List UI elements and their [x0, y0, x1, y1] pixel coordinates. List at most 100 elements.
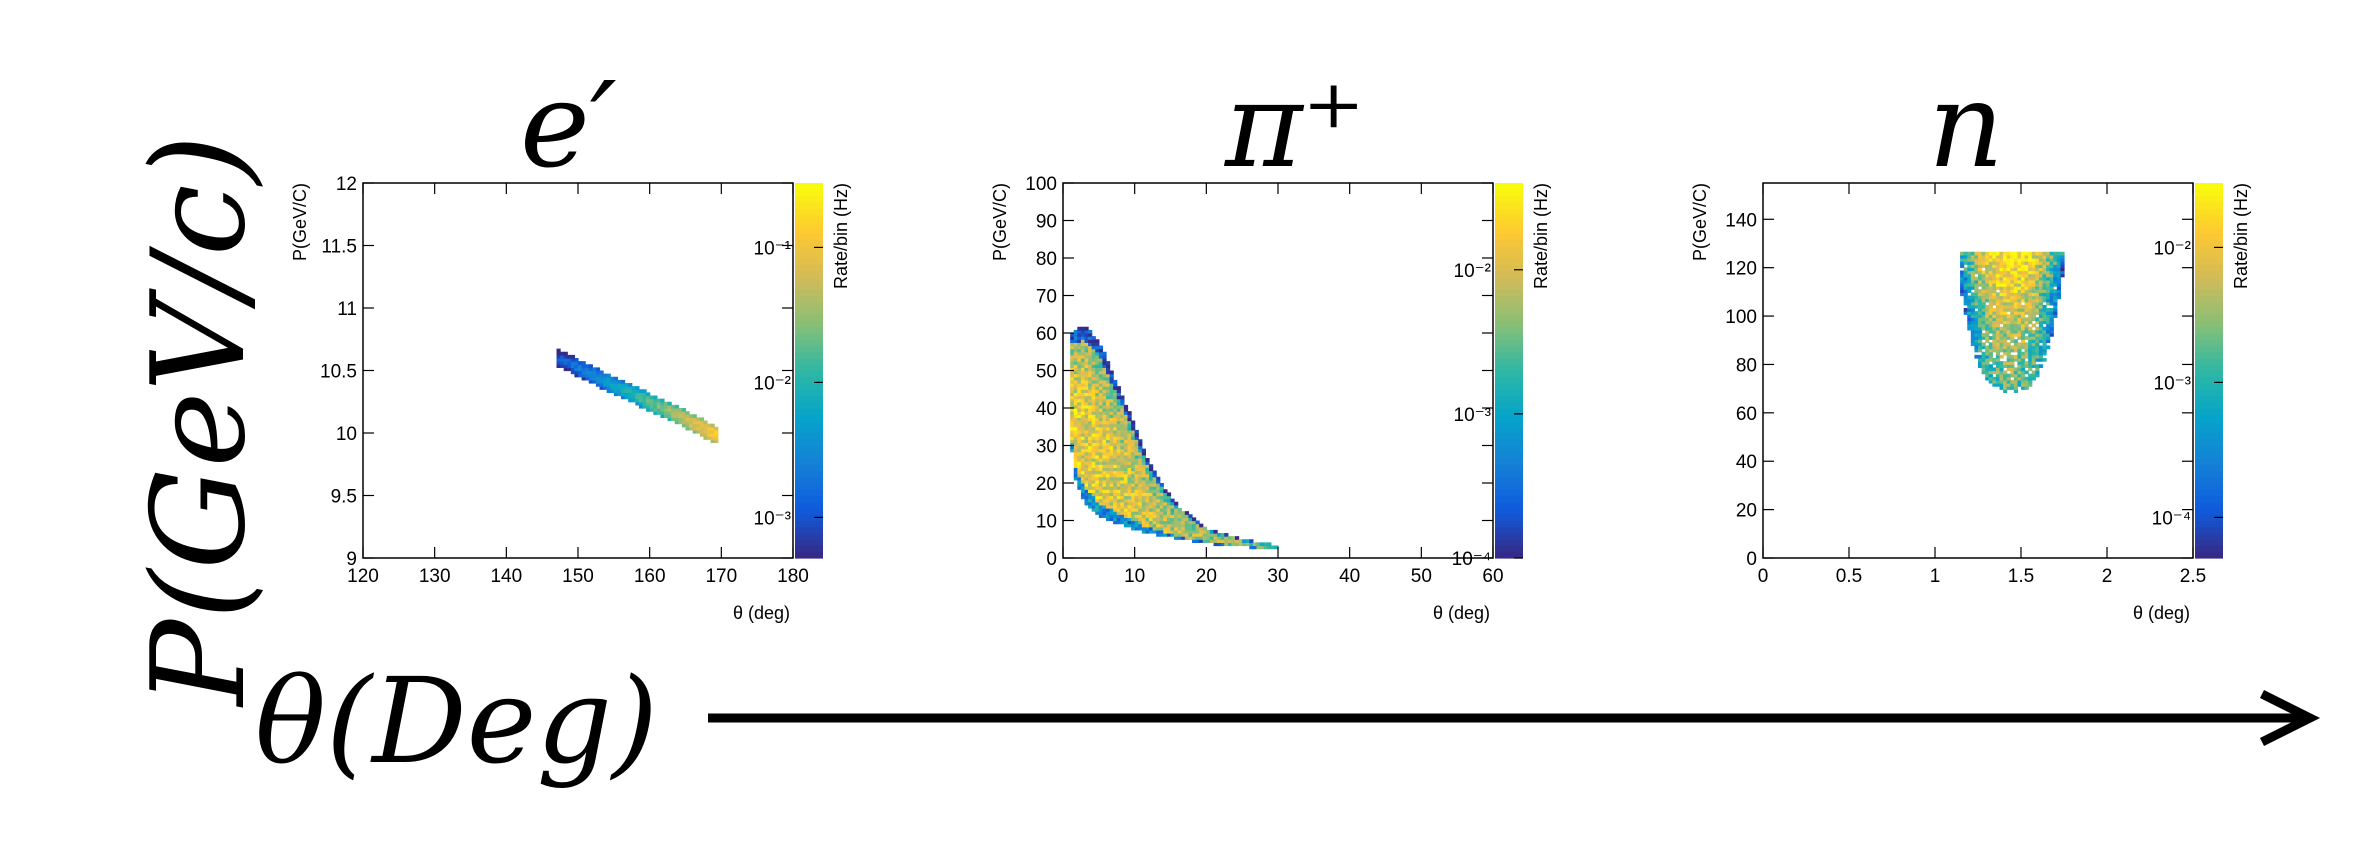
heatmap-cell [1156, 529, 1161, 534]
heatmap-cell [1070, 442, 1075, 447]
heatmap-cell [1213, 533, 1218, 537]
heatmap-cell [1106, 373, 1111, 378]
heatmap-cell [1981, 345, 1986, 350]
heatmap-cell [1138, 486, 1143, 490]
heatmap-cell [1120, 439, 1125, 443]
heatmap-cell [1163, 511, 1168, 515]
heatmap-cell [1077, 467, 1082, 472]
heatmap-cell [1127, 479, 1132, 484]
heatmap-cell [2028, 358, 2033, 362]
heatmap-cell [1106, 386, 1111, 390]
heatmap-cell [1102, 429, 1107, 434]
heatmap-cell [1123, 467, 1129, 472]
heatmap-cell [1127, 495, 1132, 500]
heatmap-cell [2038, 339, 2044, 343]
heatmap-cell [1195, 529, 1200, 534]
heatmap-cell [1102, 511, 1107, 515]
heatmap-cell [1084, 345, 1089, 350]
heatmap-cell [1985, 311, 1990, 315]
heatmap-cell [1195, 536, 1200, 540]
heatmap-cell [2031, 273, 2036, 278]
x-tick-label: 170 [705, 566, 737, 587]
heatmap-cell [1978, 254, 1983, 259]
heatmap-cell [2053, 251, 2058, 256]
heatmap-cell [1098, 401, 1104, 406]
heatmap-cell [1992, 301, 1997, 306]
heatmap-cell [1131, 514, 1136, 518]
heatmap-cell [2024, 295, 2029, 300]
color-bar-segment [795, 251, 823, 259]
heatmap-cell [1123, 523, 1129, 528]
heatmap-cell [1070, 348, 1075, 353]
heatmap-cell [1116, 492, 1121, 497]
y-tick-label: 70 [1036, 287, 1057, 308]
heatmap-cell [1102, 489, 1107, 493]
heatmap-cell [1134, 479, 1139, 484]
heatmap-cell [2031, 283, 2036, 287]
heatmap-cell [1123, 445, 1129, 450]
color-bar-segment [795, 370, 823, 378]
heatmap-cell [556, 351, 561, 356]
heatmap-cell [1981, 289, 1986, 293]
heatmap-cell [2049, 258, 2054, 262]
heatmap-cell [1992, 320, 1997, 325]
heatmap-cell [1981, 364, 1986, 368]
heatmap-cell [1109, 476, 1114, 481]
heatmap-cell [1127, 420, 1132, 425]
heatmap-cell [1981, 258, 1986, 262]
heatmap-cell [1174, 533, 1179, 537]
y-tick-label: 50 [1036, 362, 1057, 383]
heatmap-cell [1992, 358, 1997, 362]
heatmap-cell [2010, 379, 2015, 384]
heatmap-cell [2006, 376, 2011, 381]
heatmap-cell [1102, 451, 1107, 456]
heatmap-cell [1102, 473, 1107, 478]
heatmap-cell [1134, 517, 1139, 522]
heatmap-cell [1209, 529, 1215, 534]
heatmap-cell [1195, 539, 1200, 543]
heatmap-cell [1102, 351, 1107, 356]
heatmap-cell [1109, 420, 1114, 425]
heatmap-cell [1070, 361, 1075, 365]
heatmap-cell [1152, 501, 1157, 506]
heatmap-cell [1149, 470, 1154, 475]
heatmap-cell [1220, 533, 1225, 537]
heatmap-cell [1985, 308, 1990, 312]
heatmap-cell [1091, 504, 1096, 509]
heatmap-cell [692, 414, 697, 418]
heatmap-cell [1988, 320, 1993, 325]
heatmap-cell [1163, 492, 1168, 497]
heatmap-cell [1985, 373, 1990, 378]
heatmap-cell [1149, 498, 1154, 503]
heatmap-cell [1113, 433, 1118, 437]
heatmap-cell [1095, 470, 1100, 475]
heatmap-cell [2035, 358, 2040, 362]
color-bar-segment [795, 333, 823, 340]
heatmap-cell [1981, 251, 1986, 256]
heatmap-cell [1095, 351, 1100, 356]
heatmap-cell [1113, 464, 1118, 468]
heatmap-cell [2056, 270, 2062, 275]
heatmap-cell [1152, 517, 1157, 522]
heatmap-cell [1227, 536, 1233, 540]
heatmap-cell [1134, 445, 1139, 450]
heatmap-cell [1091, 483, 1096, 487]
heatmap-cell [1070, 423, 1075, 428]
heatmap-cell [1999, 361, 2004, 365]
heatmap-cell [1156, 501, 1161, 506]
heatmap-cell [1113, 470, 1118, 475]
heatmap-cell [1141, 483, 1147, 487]
heatmap-cell [1098, 379, 1104, 384]
heatmap-cell [1138, 483, 1143, 487]
heatmap-cell [1102, 376, 1107, 381]
heatmap-cell [1988, 323, 1993, 328]
heatmap-cell [2021, 329, 2026, 334]
heatmap-cell [1156, 486, 1161, 490]
heatmap-cell [1113, 398, 1118, 403]
heatmap-cell [1141, 501, 1147, 506]
heatmap-cell [1098, 492, 1104, 497]
heatmap-cell [1999, 301, 2004, 306]
heatmap-cell [2046, 317, 2051, 322]
heatmap-cell [1985, 298, 1990, 303]
heatmap-cell [1095, 383, 1100, 387]
